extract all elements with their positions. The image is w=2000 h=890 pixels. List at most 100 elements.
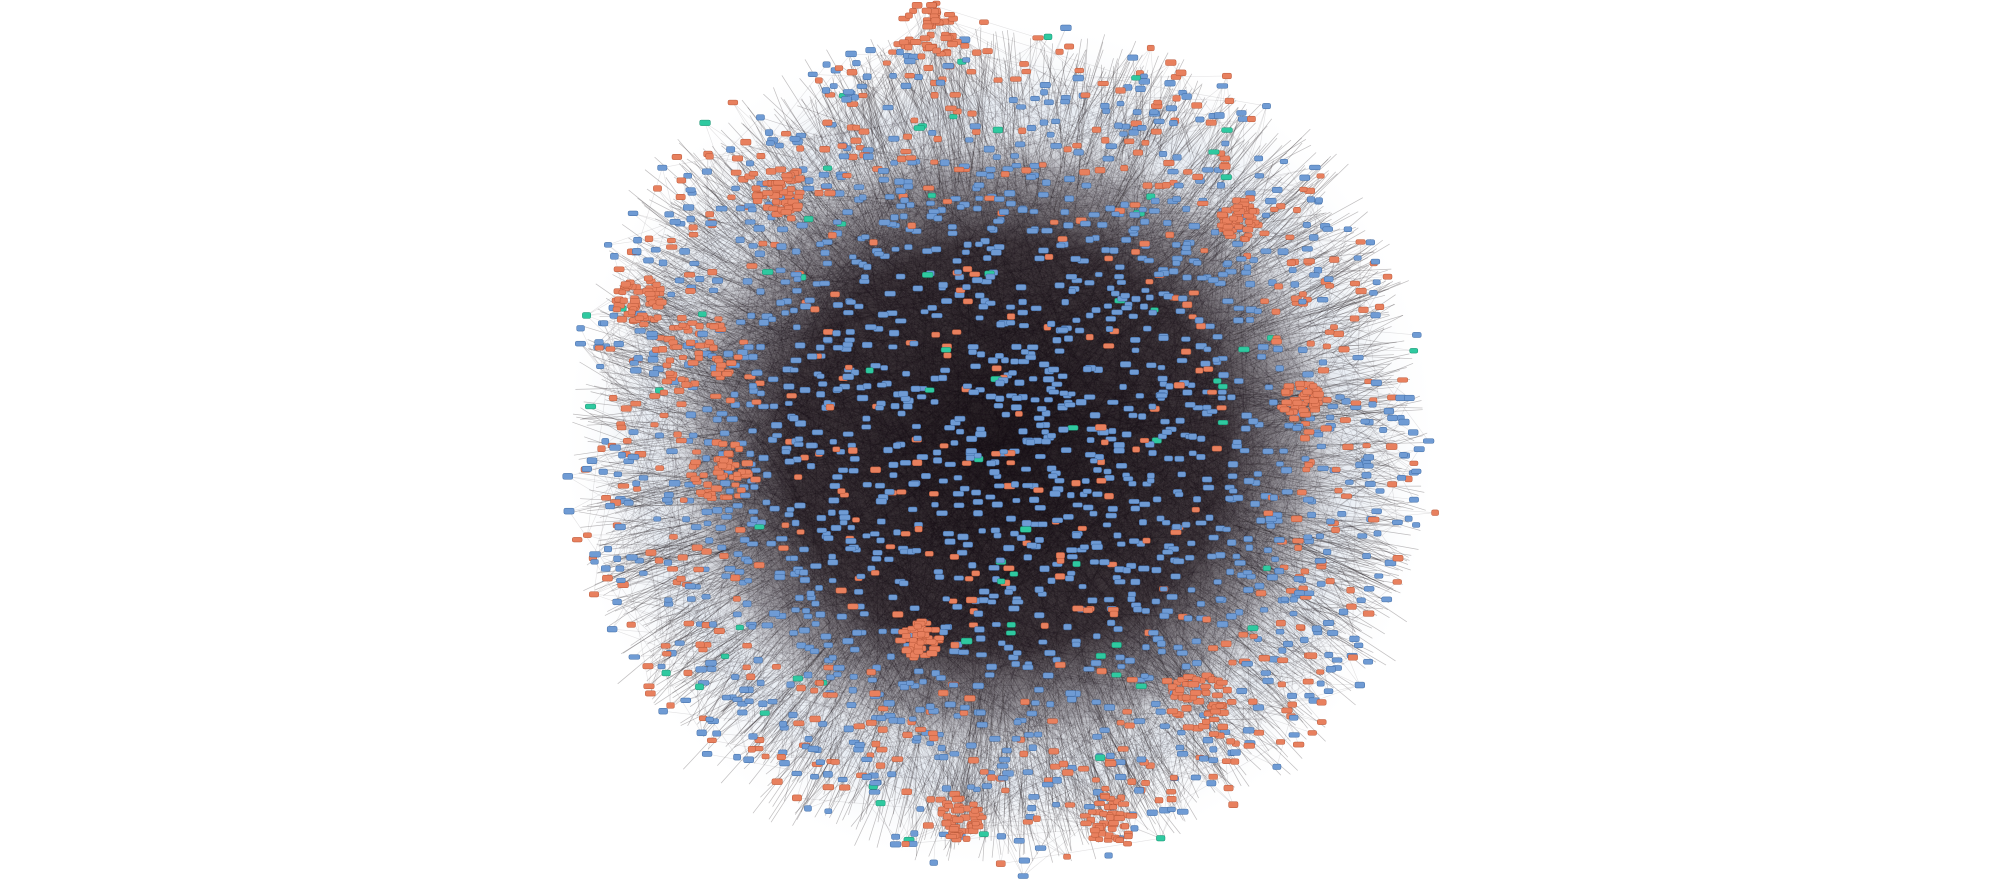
edge [1111,475,1367,624]
edge [728,397,1315,511]
edge [843,95,896,407]
edge [946,51,1312,656]
edge [1213,402,1320,720]
edge [661,103,1121,303]
edge [601,224,892,324]
edge [772,195,779,380]
edge [745,558,820,683]
edge [1168,296,1222,409]
edge [980,389,1303,409]
edge [854,97,884,172]
edge [707,753,843,780]
edge [1094,281,1326,563]
edge [723,203,1012,461]
edge [604,323,1294,404]
edge [1068,402,1163,437]
edge [876,667,975,815]
edge [1186,228,1328,249]
edge [869,296,1169,371]
edge [1163,221,1250,393]
edge [1099,170,1256,504]
edge [1170,520,1262,792]
edge [1048,320,1239,438]
edge [942,287,1146,505]
edge [1278,224,1308,287]
edge [797,452,938,570]
edge [691,192,1327,347]
edge [633,205,902,310]
edge [791,711,793,758]
edge [751,283,826,482]
edge [853,546,1120,819]
edge [976,131,1150,282]
edge [1004,189,1278,213]
edge [759,139,970,741]
edge [742,232,1229,705]
edge [849,538,1097,781]
edge [759,564,981,713]
edge [721,413,955,652]
edge [673,317,683,537]
edge [1164,777,1197,811]
edge [844,185,1087,518]
edge [1243,349,1274,403]
edge [773,318,1355,407]
edge [826,186,911,684]
edge [825,242,1371,408]
edge [773,92,1183,184]
edge [941,374,1224,814]
edge [935,355,1000,630]
edge [790,210,1352,607]
edge [598,127,852,348]
edge [866,426,1271,527]
edge [598,347,658,520]
edge [1211,411,1232,543]
edge [833,85,1039,735]
edge [731,362,1114,804]
edge [1139,225,1326,397]
edge [1141,416,1173,687]
edge [744,475,1228,691]
edge [819,682,1068,857]
edge [1249,397,1410,744]
edge [752,430,859,592]
edge [757,641,1044,749]
edge [707,153,956,423]
edge [1168,296,1208,414]
edge [705,282,1090,354]
edge [942,287,1207,620]
edge [837,457,971,675]
edge [1152,310,1258,313]
edge [719,434,1319,632]
edge [740,321,821,377]
edge [938,22,1392,447]
edge [729,490,1370,590]
edge [586,315,1177,533]
edge [1060,434,1319,556]
edge [984,446,1392,773]
edge [694,366,976,384]
edge [1010,316,1199,702]
edge [681,317,991,498]
edge [1025,529,1109,840]
edge [774,195,1099,371]
edge [670,378,1067,451]
edge [893,464,1077,565]
edge [702,312,1023,719]
edge [615,175,991,503]
edge [671,240,972,440]
edge [993,272,1393,398]
edge [760,448,1420,684]
edge [654,142,1146,321]
edge [928,67,1377,283]
edge [673,536,1214,538]
edge [799,192,1105,824]
edge [1206,257,1358,408]
edge [816,283,1184,680]
edge [1027,556,1212,668]
edge [719,330,1090,670]
edge [802,169,1106,443]
edge [1069,576,1300,806]
